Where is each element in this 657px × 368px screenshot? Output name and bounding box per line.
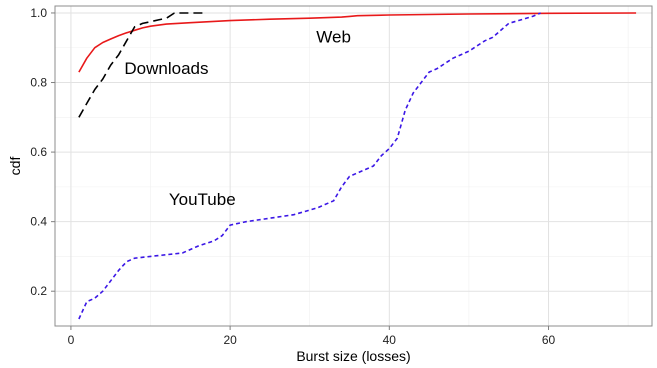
y-tick-label: 1.0 — [30, 6, 47, 20]
series-line-web — [78, 12, 637, 73]
x-tick-label: 40 — [383, 333, 397, 347]
minor-gridlines — [55, 6, 652, 327]
y-axis-title: cdf — [7, 157, 23, 176]
x-tick-label: 0 — [68, 333, 75, 347]
x-tick-label: 60 — [542, 333, 556, 347]
annotation-youtube: YouTube — [169, 190, 236, 209]
y-tick-label: 0.8 — [30, 76, 47, 90]
y-tick-label: 0.4 — [30, 215, 47, 229]
series-line-youtube — [78, 12, 541, 320]
series-line-downloads — [78, 12, 207, 118]
y-tick-label: 0.2 — [30, 284, 47, 298]
x-axis-title: Burst size (losses) — [296, 348, 410, 364]
y-axis-ticks: 0.2 0.4 0.6 0.8 1.0 — [30, 6, 55, 298]
major-gridlines — [55, 6, 652, 326]
plot-panel — [55, 6, 652, 326]
series-annotations: Web Downloads YouTube — [124, 28, 351, 209]
x-tick-label: 20 — [223, 333, 237, 347]
panel-background — [55, 6, 652, 326]
annotation-web: Web — [316, 28, 351, 47]
x-axis-ticks: 0 20 40 60 — [68, 326, 556, 347]
series-lines — [78, 12, 637, 320]
panel-border — [54, 5, 653, 327]
y-tick-label: 0.6 — [30, 145, 47, 159]
annotation-downloads: Downloads — [124, 59, 208, 78]
